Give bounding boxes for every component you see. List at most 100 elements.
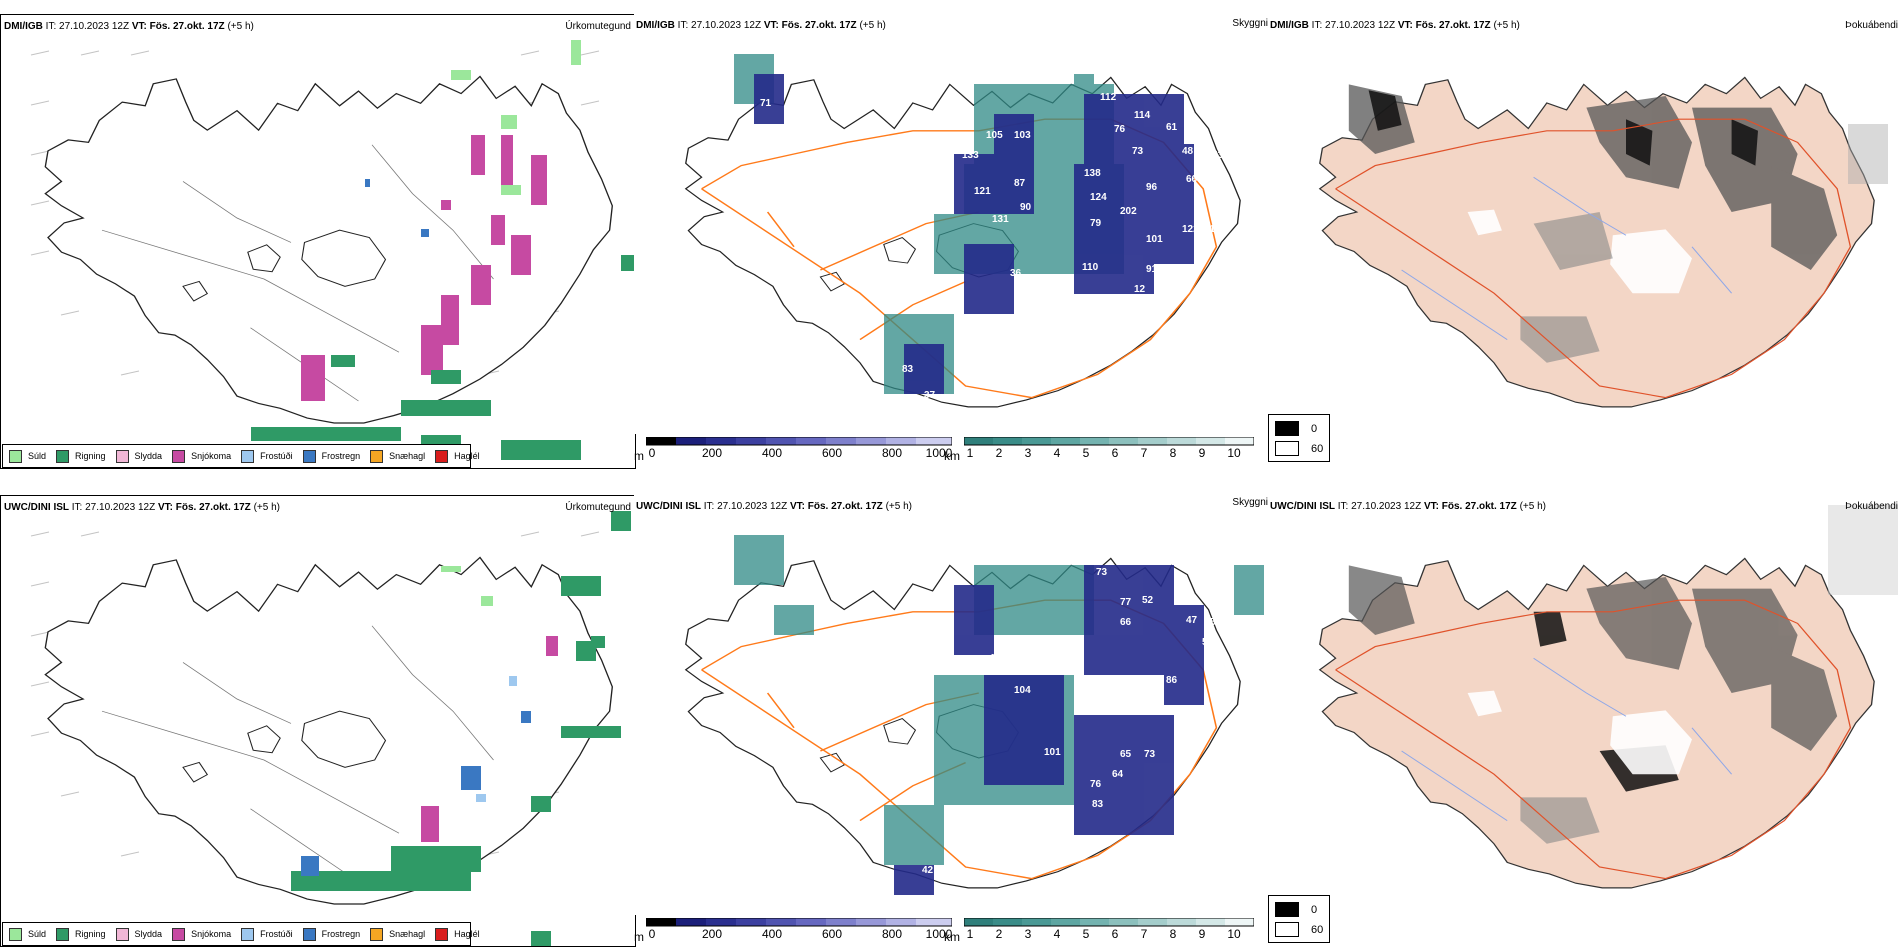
vis-top-label: 90 [1020, 202, 1032, 213]
cloud-base-ticks: 0 200 400 600 800 1000 [648, 927, 953, 941]
vis-top-label: 53 [1212, 150, 1224, 161]
lead-time: (+5 h) [1519, 501, 1546, 512]
fog-scale-top: 0 60 [1268, 414, 1330, 462]
vis-bottom-label: 75 [942, 631, 954, 642]
precip-panel-top: DMI/IGB IT: 27.10.2023 12Z VT: Fös. 27.o… [0, 14, 636, 469]
model-label: DMI/IGB [4, 21, 43, 32]
init-time: IT: 27.10.2023 12Z [703, 501, 788, 512]
legend-rain: Rigning [56, 449, 106, 463]
vis-top-label: 111 [1118, 306, 1134, 317]
fog-map-top [1268, 14, 1900, 434]
legend-snow-grains: Snæhagl [370, 449, 425, 463]
vis-top-label: 61 [1166, 122, 1178, 133]
vis-top-label: 105 [986, 130, 1003, 141]
vis-top-label: 36 [1010, 268, 1022, 279]
vis-bottom-label: 66 [1120, 617, 1132, 628]
vis-bottom-label: 47 [1186, 615, 1198, 626]
init-time: IT: 27.10.2023 12Z [1311, 20, 1396, 31]
legend-freezing-rain: Frostregn [302, 927, 360, 941]
vis-top-label: 202 [1120, 206, 1137, 217]
lead-time: (+5 h) [859, 20, 886, 31]
vis-bottom-label: 59 [1212, 653, 1224, 664]
vis-bottom-label: 73 [1144, 749, 1156, 760]
visibility-scale-bottom: km 1 2 3 4 5 6 7 8 9 10 [944, 918, 1254, 945]
legend-drizzle: Súld [9, 927, 46, 941]
valid-time: VT: Fös. 27.okt. 17Z [131, 21, 225, 32]
visibility-title-bottom: Skyggni [1232, 497, 1268, 508]
lead-time: (+5 h) [253, 502, 280, 513]
vis-top-label: 48 [1182, 146, 1194, 157]
vis-top-label: 133 [962, 150, 979, 161]
vis-bottom-label: 86 [1166, 675, 1178, 686]
visibility-unit: km [944, 449, 960, 463]
fog-header-top: DMI/IGB IT: 27.10.2023 12Z VT: Fös. 27.o… [1270, 20, 1520, 31]
model-label: UWC/DINI ISL [636, 501, 701, 512]
valid-time: VT: Fös. 27.okt. 17Z [1397, 20, 1491, 31]
vis-bottom-label: 99 [1134, 699, 1146, 710]
legend-drizzle: Súld [9, 449, 46, 463]
vis-top-label: 114 [1134, 110, 1151, 121]
valid-time: VT: Fös. 27.okt. 17Z [763, 20, 857, 31]
vis-top-label: 12 [1218, 198, 1230, 209]
model-label: UWC/DINI ISL [1270, 501, 1335, 512]
vis-bottom-label: 110 [1108, 699, 1125, 710]
fog-map-bottom [1268, 495, 1900, 915]
vis-bottom-label: 56 [1210, 617, 1222, 628]
visibility-ticks: 1 2 3 4 5 6 7 8 9 10 [966, 446, 1241, 460]
legend-freezing-rain: Frostregn [302, 449, 360, 463]
legend-sleet: Slydda [115, 927, 162, 941]
visibility-labels-bottom: 73 77 52 47 66 56 58 59 75 83 103 104 105 110 99 86 206 1… [734, 535, 1264, 908]
visibility-ticks: 1 2 3 4 5 6 7 8 9 10 [966, 927, 1241, 941]
legend-ice-pellets: Haglél [435, 449, 480, 463]
visibility-header-bottom: UWC/DINI ISL IT: 27.10.2023 12Z VT: Fös.… [636, 501, 912, 512]
vis-bottom-label: 83 [952, 659, 964, 670]
precip-title-bottom: Úrkomutegund [565, 502, 631, 513]
vis-top-label: 79 [1090, 218, 1102, 229]
vis-top-label: 121 [974, 186, 991, 197]
visibility-labels-top: 71 74 112 114 61 76 73 48 53 105 103 133 87 90 138 66 96… [734, 54, 1230, 401]
lead-time: (+5 h) [885, 501, 912, 512]
cloud-base-ticks: 0 200 400 600 800 1000 [648, 446, 953, 460]
vis-top-label: 66 [1186, 174, 1198, 185]
vis-bottom-label: 58 [1202, 637, 1214, 648]
vis-bottom-label: 103 [990, 653, 1007, 664]
lead-time: (+5 h) [227, 21, 254, 32]
vis-bottom-label: 29 [942, 897, 954, 908]
vis-bottom-label: 206 [760, 661, 777, 672]
precip-title-top: Úrkomutegund [565, 21, 631, 32]
fog-panel-top: DMI/IGB IT: 27.10.2023 12Z VT: Fös. 27.o… [1268, 14, 1900, 467]
fog-header-bottom: UWC/DINI ISL IT: 27.10.2023 12Z VT: Fös.… [1270, 501, 1546, 512]
vis-top-label: 101 [1146, 234, 1163, 245]
fog-title-bottom: Þokuábendi [1845, 501, 1898, 512]
vis-bottom-label: 83 [1092, 799, 1104, 810]
vis-top-label: 110 [1082, 262, 1099, 273]
fog-panel-bottom: UWC/DINI ISL IT: 27.10.2023 12Z VT: Fös.… [1268, 495, 1900, 945]
valid-time: VT: Fös. 27.okt. 17Z [789, 501, 883, 512]
vis-top-label: 103 [1014, 130, 1031, 141]
model-label: UWC/DINI ISL [4, 502, 69, 513]
valid-time: VT: Fös. 27.okt. 17Z [157, 502, 251, 513]
precip-map-top [1, 15, 635, 468]
vis-top-label: 37 [924, 390, 936, 401]
legend-ice-pellets: Haglél [435, 927, 480, 941]
vis-top-label: 96 [1146, 182, 1158, 193]
legend-snow: Snjókoma [172, 449, 231, 463]
vis-bottom-label: 73 [1096, 567, 1108, 578]
vis-top-label: 12 [1134, 284, 1146, 295]
init-time: IT: 27.10.2023 12Z [45, 21, 130, 32]
init-time: IT: 27.10.2023 12Z [1337, 501, 1422, 512]
vis-top-label: 65 [1194, 248, 1206, 259]
vis-top-label: 124 [1090, 192, 1107, 203]
valid-time: VT: Fös. 27.okt. 17Z [1423, 501, 1517, 512]
vis-top-label: 73 [1132, 146, 1144, 157]
vis-top-label: 91 [1146, 264, 1158, 275]
vis-bottom-label: 16 [950, 845, 962, 856]
precip-header-top: DMI/IGB IT: 27.10.2023 12Z VT: Fös. 27.o… [4, 21, 254, 32]
vis-top-label: 76 [1114, 124, 1126, 135]
legend-snow-grains: Snæhagl [370, 927, 425, 941]
vis-top-label: 87 [1014, 178, 1026, 189]
precip-panel-bottom: UWC/DINI ISL IT: 27.10.2023 12Z VT: Fös.… [0, 495, 636, 947]
vis-bottom-label: 101 [1044, 747, 1061, 758]
legend-freezing-drizzle: Frostúði [241, 449, 293, 463]
model-label: DMI/IGB [1270, 20, 1309, 31]
